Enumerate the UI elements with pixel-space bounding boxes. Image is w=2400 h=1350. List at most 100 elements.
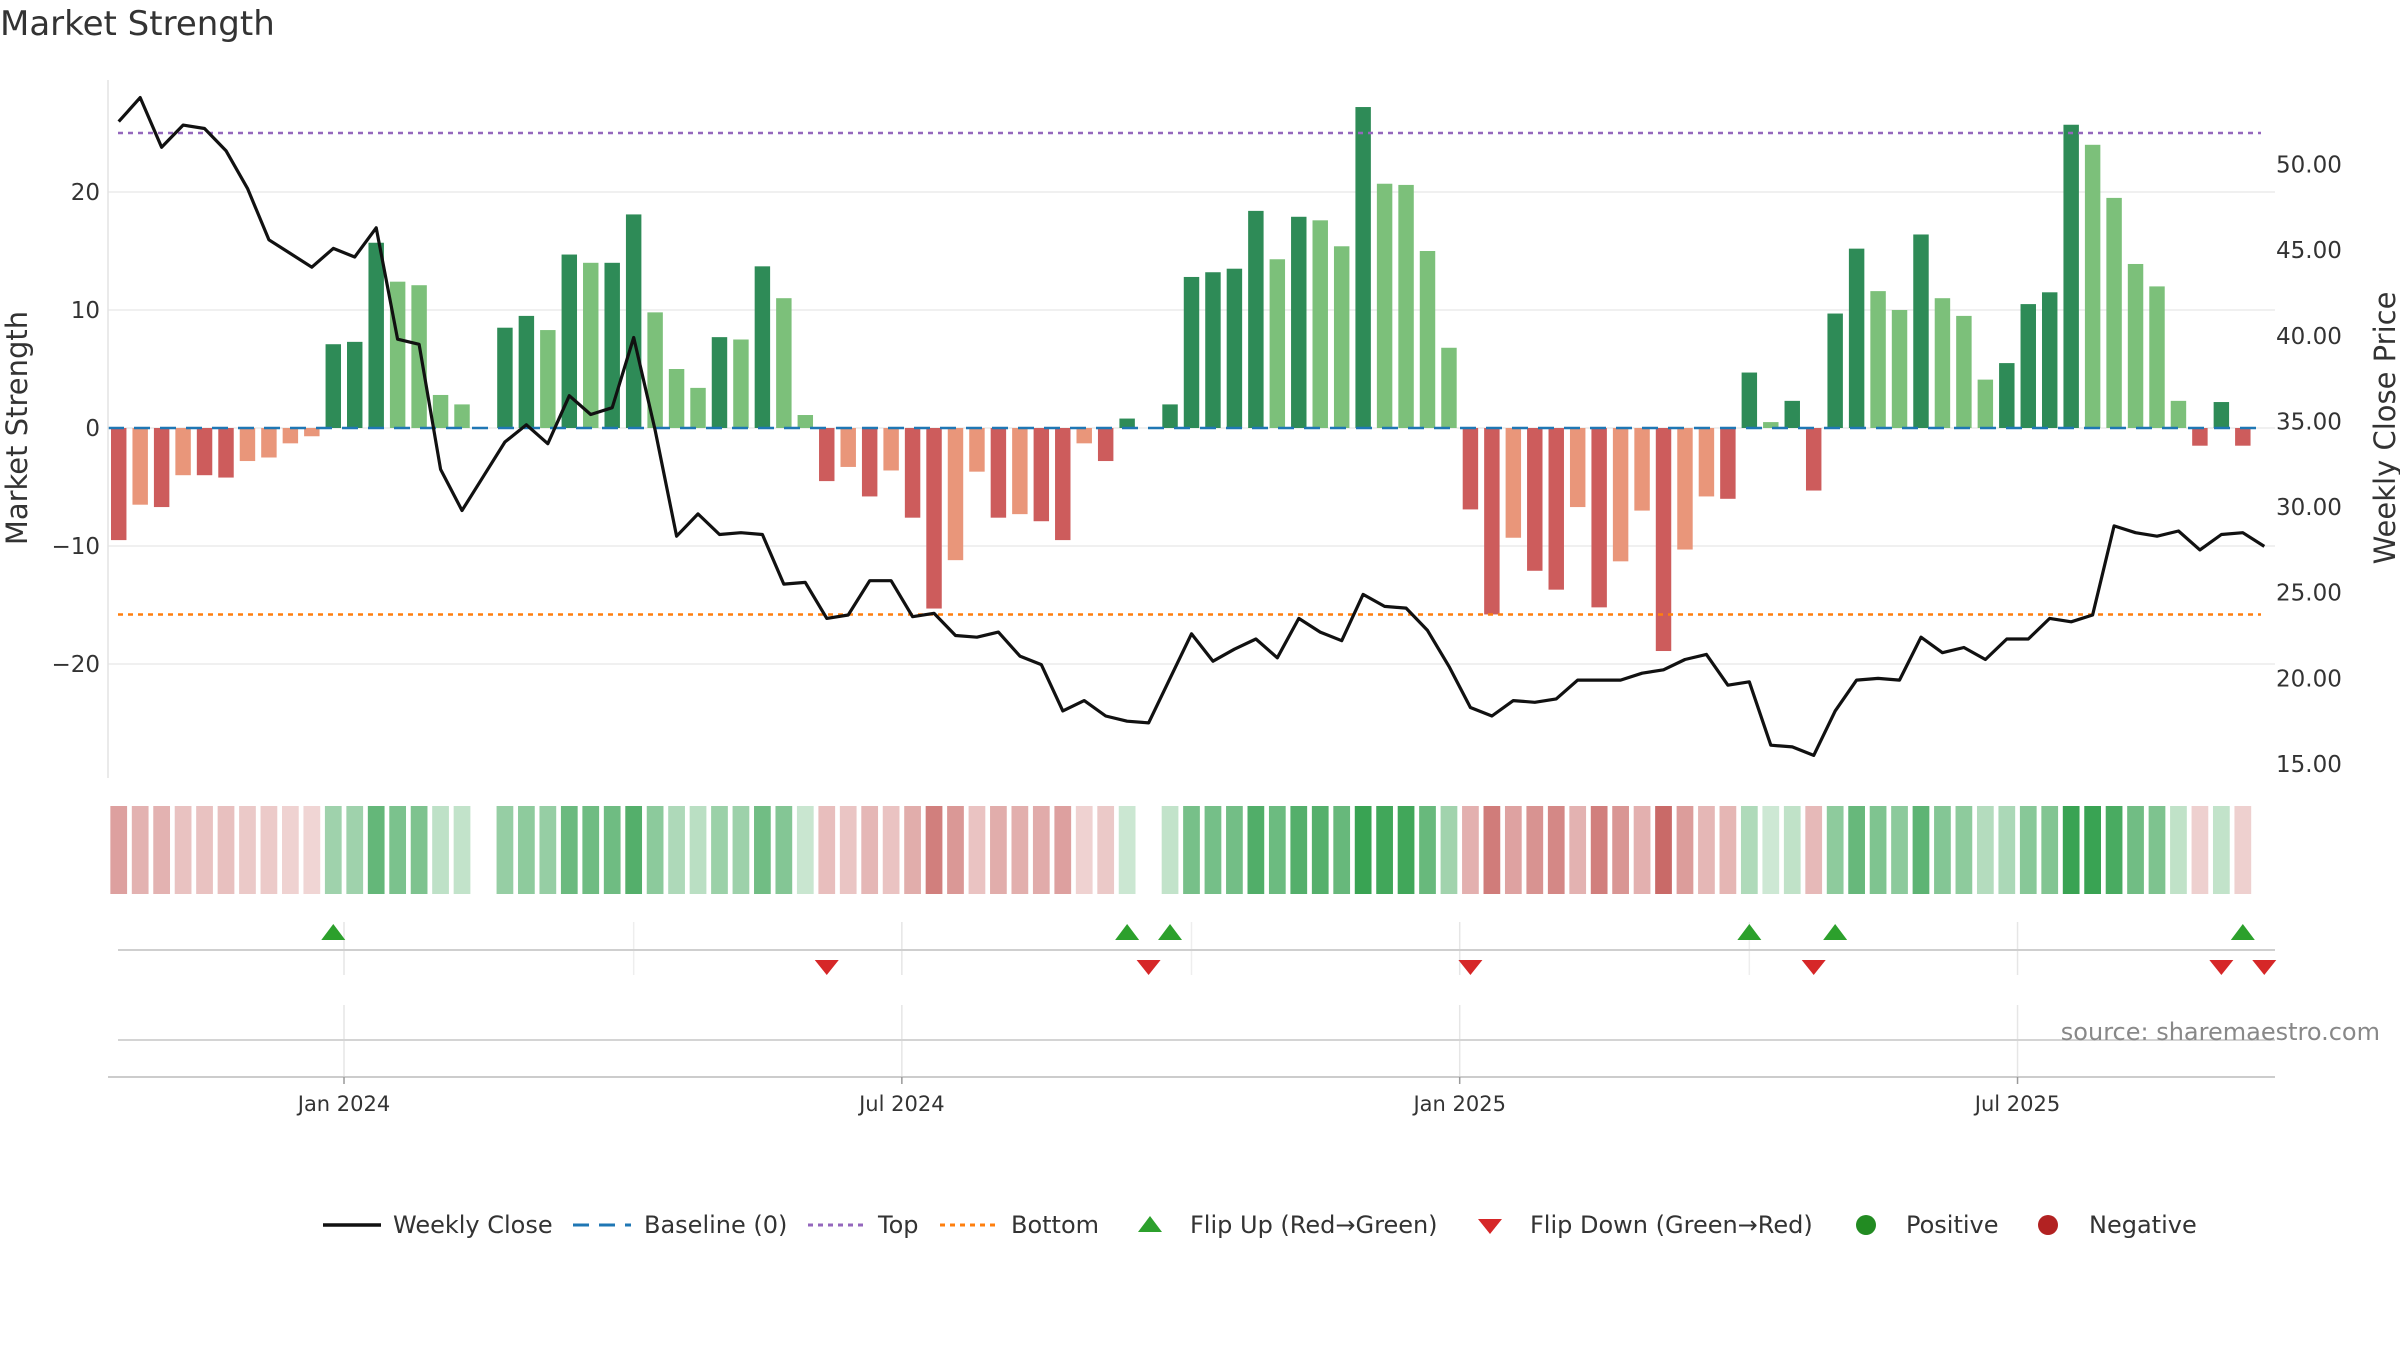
y-right-tick-label: 50.00: [2276, 152, 2342, 178]
strength-bar: [1870, 291, 1886, 428]
strength-bar: [1226, 268, 1243, 428]
heat-cell: [1826, 806, 1844, 894]
strength-bar: [1162, 404, 1178, 428]
heat-cell: [1290, 806, 1308, 894]
heat-cell: [131, 806, 149, 894]
strength-bar: [1913, 234, 1929, 428]
strength-bar: [1591, 428, 1607, 608]
strength-bar: [2020, 304, 2036, 428]
strength-bar: [711, 337, 728, 428]
legend-item-bottom[interactable]: Bottom: [940, 1211, 1099, 1239]
heat-cell: [646, 806, 664, 894]
heat-cell: [1097, 806, 1115, 894]
strength-bar: [1205, 272, 1221, 428]
x-axis: Jan 2024 Jul 2024 Jan 2025 Jul 2025: [108, 1076, 2275, 1116]
heat-cell: [410, 806, 428, 894]
heat-cell: [153, 806, 171, 894]
heat-cell: [668, 806, 685, 894]
heat-cell: [1998, 806, 2016, 894]
flip-down-marker: [1136, 960, 1161, 975]
heat-cell: [1483, 806, 1501, 894]
strength-bar: [1848, 248, 1865, 428]
legend[interactable]: Weekly Close Baseline (0) Top Bottom Flip Up…: [323, 1211, 2197, 1239]
heat-cell: [1698, 806, 1715, 894]
strength-bar: [1033, 428, 1050, 522]
heat-cell: [711, 806, 728, 894]
legend-item-flip-down[interactable]: Flip Down (Green→Red): [1478, 1211, 1813, 1239]
heat-cell: [2019, 806, 2037, 894]
legend-label-weekly-close: Weekly Close: [393, 1211, 553, 1239]
strength-bar: [1763, 422, 1779, 428]
heat-cell: [582, 806, 600, 894]
y-right-tick-label: 25.00: [2276, 581, 2342, 607]
strength-bar: [454, 404, 470, 428]
heat-cell: [389, 806, 407, 894]
legend-item-negative[interactable]: Negative: [2038, 1211, 2197, 1239]
strength-bar: [776, 298, 792, 428]
legend-item-positive[interactable]: Positive: [1856, 1211, 1999, 1239]
y-left-tick-label: −20: [51, 652, 100, 678]
legend-item-baseline[interactable]: Baseline (0): [573, 1211, 787, 1239]
flip-up-marker: [1115, 924, 1140, 940]
strength-bar: [1999, 363, 2015, 428]
lower-panel: [118, 1005, 2275, 1078]
heat-cell: [818, 806, 836, 894]
legend-item-flip-up[interactable]: Flip Up (Red→Green): [1138, 1211, 1438, 1239]
strength-bar: [347, 341, 363, 428]
flip-up-marker: [1737, 924, 1762, 940]
strength-bar: [1891, 310, 1908, 428]
strength-bar: [2213, 402, 2230, 428]
weekly-close-line-group: [117, 95, 2266, 758]
strength-bar: [1505, 428, 1522, 538]
strength-bar: [1827, 313, 1843, 428]
heat-cell: [1955, 806, 1973, 894]
legend-item-weekly-close[interactable]: Weekly Close: [323, 1211, 553, 1239]
flip-markers: [118, 922, 2277, 975]
legend-item-top[interactable]: Top: [808, 1211, 919, 1239]
heat-cell: [1547, 806, 1565, 894]
heat-cell: [839, 806, 857, 894]
strength-bar: [625, 214, 642, 428]
strength-bar: [1677, 428, 1693, 550]
heat-cell: [1526, 806, 1544, 894]
legend-swatch-flip-up: [1138, 1216, 1162, 1232]
strength-bar: [1784, 400, 1800, 428]
chart-title: Market Strength: [0, 4, 275, 44]
strength-bar: [1269, 259, 1286, 428]
legend-label-flip-up: Flip Up (Red→Green): [1190, 1211, 1438, 1239]
strength-bar: [1097, 428, 1114, 462]
legend-swatch-positive: [1856, 1215, 1876, 1235]
heat-cell: [1976, 806, 1994, 894]
heat-cell: [1376, 806, 1393, 894]
heat-cell: [1204, 806, 1222, 894]
strength-bar: [604, 262, 620, 428]
heat-cell: [2127, 806, 2144, 894]
x-tick-label: Jan 2025: [1411, 1092, 1506, 1116]
flip-up-marker: [321, 924, 346, 940]
strength-bar: [1720, 428, 1736, 499]
heat-cell: [904, 806, 921, 894]
heat-cell: [217, 806, 235, 894]
strength-bar: [1698, 428, 1715, 497]
strength-bar: [1956, 315, 1972, 428]
heat-cell: [689, 806, 707, 894]
strength-bar: [840, 428, 856, 467]
strength-bar: [1977, 379, 1994, 428]
heat-cell: [496, 806, 514, 894]
strength-bar: [754, 266, 771, 428]
strength-bar: [2106, 197, 2122, 428]
strength-bar: [432, 394, 449, 428]
strength-bar: [218, 428, 234, 478]
strength-bar: [497, 327, 513, 428]
strength-bar: [647, 312, 663, 428]
strength-bar: [1076, 428, 1092, 444]
heat-cell: [2234, 806, 2252, 894]
heat-cell: [1719, 806, 1737, 894]
strength-bar: [261, 428, 277, 458]
strength-bar: [1376, 183, 1393, 428]
heat-cell: [1462, 806, 1479, 894]
strength-bar: [282, 428, 299, 444]
heat-cell: [518, 806, 535, 894]
strength-bar: [690, 387, 706, 428]
legend-label-top: Top: [877, 1211, 919, 1239]
